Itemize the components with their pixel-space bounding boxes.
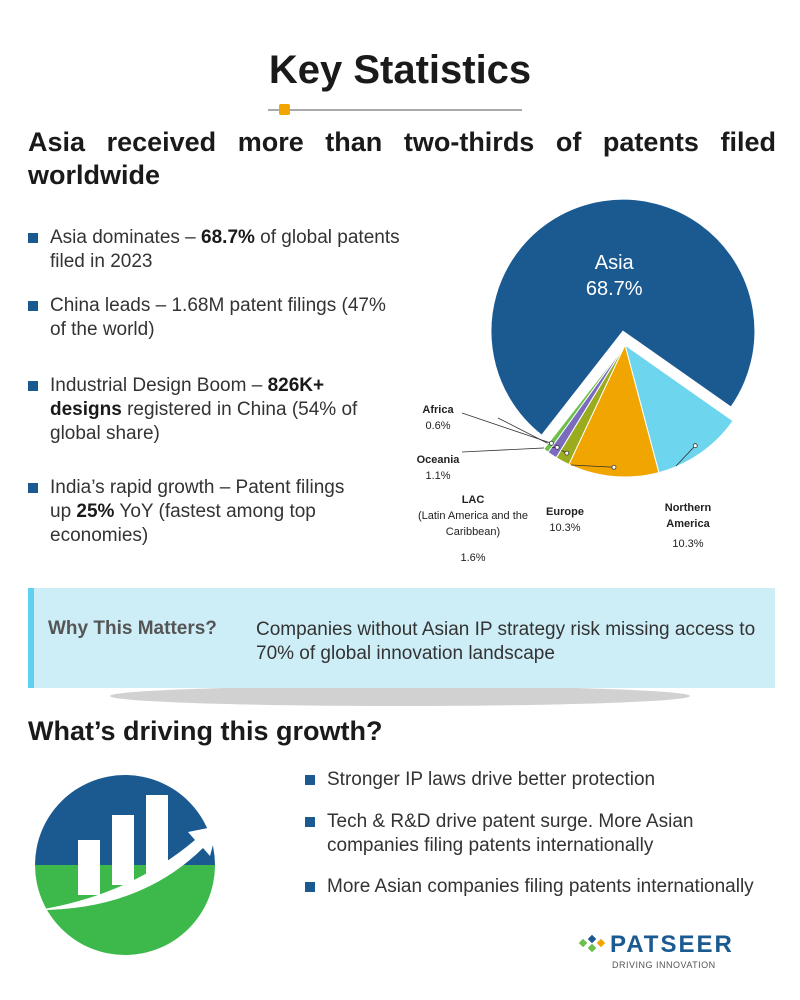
pie-label-name: LAC bbox=[461, 494, 485, 506]
driver: Tech & R&D drive patent surge. More Asia… bbox=[305, 810, 767, 858]
leader-dot bbox=[549, 440, 554, 446]
stat: India’s rapid growth – Patent filings up… bbox=[28, 476, 360, 548]
pie-label-name: Europe bbox=[546, 506, 584, 518]
pie-label-value: 10.3% bbox=[549, 522, 581, 534]
headline: Asia received more than two-thirds of pa… bbox=[28, 127, 776, 190]
leader-line bbox=[675, 445, 696, 467]
pie-slice bbox=[568, 343, 660, 478]
logo-name: PATSEER bbox=[610, 931, 734, 958]
pie bbox=[461, 198, 756, 478]
pie-label-name: Oceania bbox=[416, 454, 460, 466]
leader-dot bbox=[692, 443, 698, 449]
pie-label-value: 1.1% bbox=[425, 470, 451, 482]
stat: China leads – 1.68M patent filings (47% … bbox=[28, 294, 400, 342]
stat-text: of global patents filed in 2023 bbox=[50, 227, 400, 272]
stat: Asia dominates – 68.7% of global patents… bbox=[28, 226, 400, 274]
pie-label: Oceania 1.1% bbox=[417, 452, 460, 484]
pie-label: Africa 0.6% bbox=[422, 402, 453, 434]
stat-bold: 826K+ designs bbox=[50, 375, 325, 420]
stat-bold: 68.7% bbox=[201, 227, 255, 248]
pie-slice bbox=[490, 198, 756, 436]
stat-bold: 25% bbox=[76, 501, 115, 522]
shadow bbox=[110, 686, 690, 706]
stat-text: India’s rapid growth – Patent filings up bbox=[50, 477, 345, 522]
logo-tagline: DRIVING INNOVATION bbox=[612, 960, 716, 970]
pie-label-note: (Latin America and the Caribbean) bbox=[417, 510, 529, 538]
pie-label-name: Northern America bbox=[664, 502, 712, 530]
driver: More Asian companies filing patents inte… bbox=[305, 875, 767, 899]
stat-text: China leads – 1.68M patent filings (47% … bbox=[50, 295, 386, 340]
stat-text: Industrial Design Boom – bbox=[50, 375, 268, 396]
callout-label: Why This Matters? bbox=[48, 618, 217, 639]
pie-label-name: Africa bbox=[422, 404, 454, 416]
pie-label-value: 0.6% bbox=[425, 420, 451, 432]
callout-text: Companies without Asian IP strategy risk… bbox=[256, 619, 756, 664]
divider-dot bbox=[279, 104, 290, 115]
pie-label-name: Asia bbox=[594, 252, 634, 275]
pie-slice bbox=[624, 343, 734, 474]
stat-text: YoY (fastest among top economies) bbox=[50, 501, 316, 546]
pie-label: Northern America 10.3% bbox=[653, 500, 723, 552]
title: Key Statistics bbox=[268, 48, 532, 92]
leader-dot bbox=[554, 444, 560, 450]
pie-slice bbox=[543, 344, 626, 453]
leader-line bbox=[461, 412, 552, 444]
pie-label-value: 1.6% bbox=[460, 552, 486, 564]
leader-line bbox=[570, 464, 615, 468]
stat-text: Asia dominates – bbox=[50, 227, 202, 248]
driver: Stronger IP laws drive better protection bbox=[305, 768, 767, 792]
pie-label-value: 68.7% bbox=[585, 278, 643, 301]
leader-line bbox=[461, 446, 558, 453]
pie-label: Asia 68.7% bbox=[586, 250, 643, 302]
pie-label: Europe 10.3% bbox=[546, 504, 584, 536]
growth-icon bbox=[35, 775, 218, 955]
stat-text: registered in China (54% of global share… bbox=[50, 399, 358, 444]
leader-dot bbox=[564, 450, 570, 456]
stat: Industrial Design Boom – 826K+ designs r… bbox=[28, 374, 380, 446]
pie-label-value: 10.3% bbox=[672, 538, 704, 550]
callout: Why This Matters? Companies without Asia… bbox=[28, 588, 775, 688]
section-title: What’s driving this growth? bbox=[28, 716, 383, 746]
logo-mark bbox=[578, 934, 606, 953]
leader-dot bbox=[611, 464, 617, 470]
pie-label: LAC (Latin America and the Caribbean) 1.6% bbox=[413, 492, 533, 566]
